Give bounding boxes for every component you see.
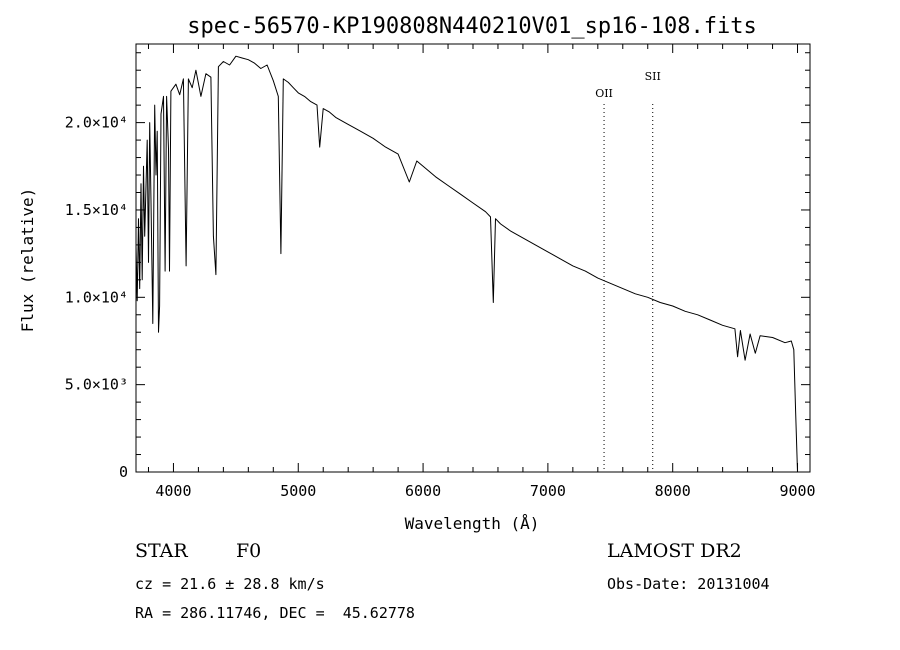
x-tick-label: 6000 xyxy=(405,482,441,500)
chart-title: spec-56570-KP190808N440210V01_sp16-108.f… xyxy=(187,14,757,39)
object-class: STAR xyxy=(135,540,188,562)
x-tick-label: 5000 xyxy=(280,482,316,500)
y-tick-label: 1.5×10⁴ xyxy=(65,201,128,219)
emission-line-label: SII xyxy=(645,70,661,83)
emission-line-label: OII xyxy=(595,87,613,100)
y-axis-label: Flux (relative) xyxy=(18,188,37,333)
x-tick-label: 9000 xyxy=(779,482,815,500)
plot-area: 4000 5000 6000 7000 8000 9000 0 5.0×10³ 1.0×10⁴ 1… xyxy=(65,43,816,500)
y-tick-label: 0 xyxy=(119,463,128,481)
x-tick-label: 7000 xyxy=(530,482,566,500)
y-tick-label: 1.0×10⁴ xyxy=(65,288,128,306)
x-tick-label: 4000 xyxy=(155,482,191,500)
plot-frame xyxy=(135,43,811,473)
spectrum-line xyxy=(135,55,798,473)
redshift-velocity: cz = 21.6 ± 28.8 km/s xyxy=(135,575,325,593)
coordinates: RA = 286.11746, DEC = 45.62778 xyxy=(135,604,415,622)
observation-date: Obs-Date: 20131004 xyxy=(607,575,770,593)
y-tick-label: 2.0×10⁴ xyxy=(65,114,128,132)
subclass: F0 xyxy=(236,540,262,562)
x-axis-label: Wavelength (Å) xyxy=(405,514,540,533)
y-tick-label: 5.0×10³ xyxy=(65,376,128,394)
x-tick-label: 8000 xyxy=(655,482,691,500)
survey-name: LAMOST DR2 xyxy=(607,540,742,562)
